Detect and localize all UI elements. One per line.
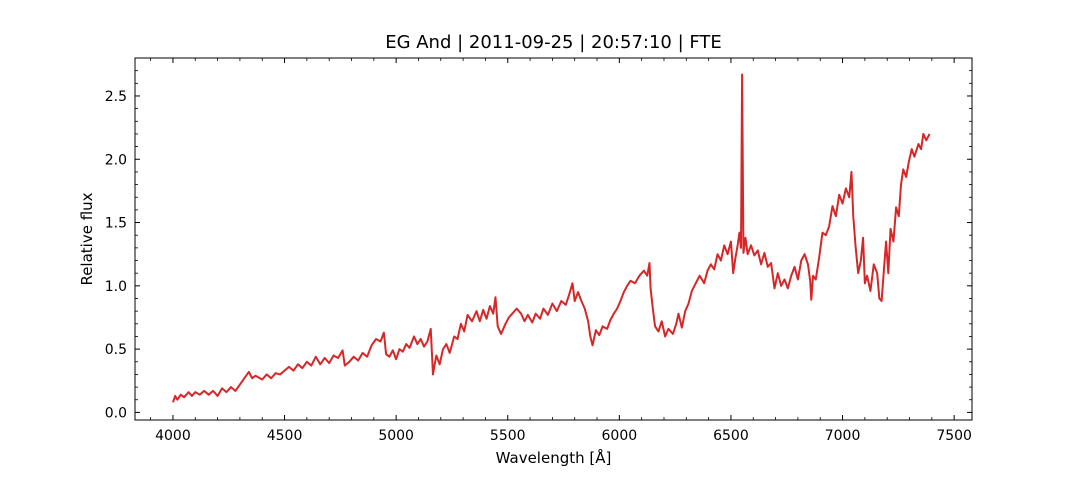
x-tick-label: 7000 <box>825 428 861 444</box>
x-axis-label: Wavelength [Å] <box>496 448 612 467</box>
y-tick-label: 1.5 <box>105 216 127 232</box>
y-tick-label: 0.0 <box>105 405 127 421</box>
axis-ticks: 4000 4500 5000 5500 6000 6500 7000 7500 0.0 0.5 1.… <box>105 58 972 444</box>
y-tick-label: 0.5 <box>105 342 127 358</box>
y-axis-label: Relative flux <box>78 192 96 285</box>
chart-title: EG And | 2011-09-25 | 20:57:10 | FTE <box>385 32 722 53</box>
x-tick-label: 4000 <box>155 428 191 444</box>
series-layer <box>171 73 931 403</box>
x-tick-label: 7500 <box>936 428 972 444</box>
y-tick-label: 1.0 <box>105 279 127 295</box>
spectrum-line <box>171 73 931 403</box>
y-tick-label: 2.0 <box>105 152 127 168</box>
x-tick-label: 5000 <box>378 428 414 444</box>
y-tick-label: 2.5 <box>105 89 127 105</box>
x-tick-label: 4500 <box>267 428 303 444</box>
x-tick-label: 6500 <box>713 428 749 444</box>
x-tick-label: 6000 <box>602 428 638 444</box>
x-tick-label: 5500 <box>490 428 526 444</box>
plot-frame <box>134 57 973 421</box>
